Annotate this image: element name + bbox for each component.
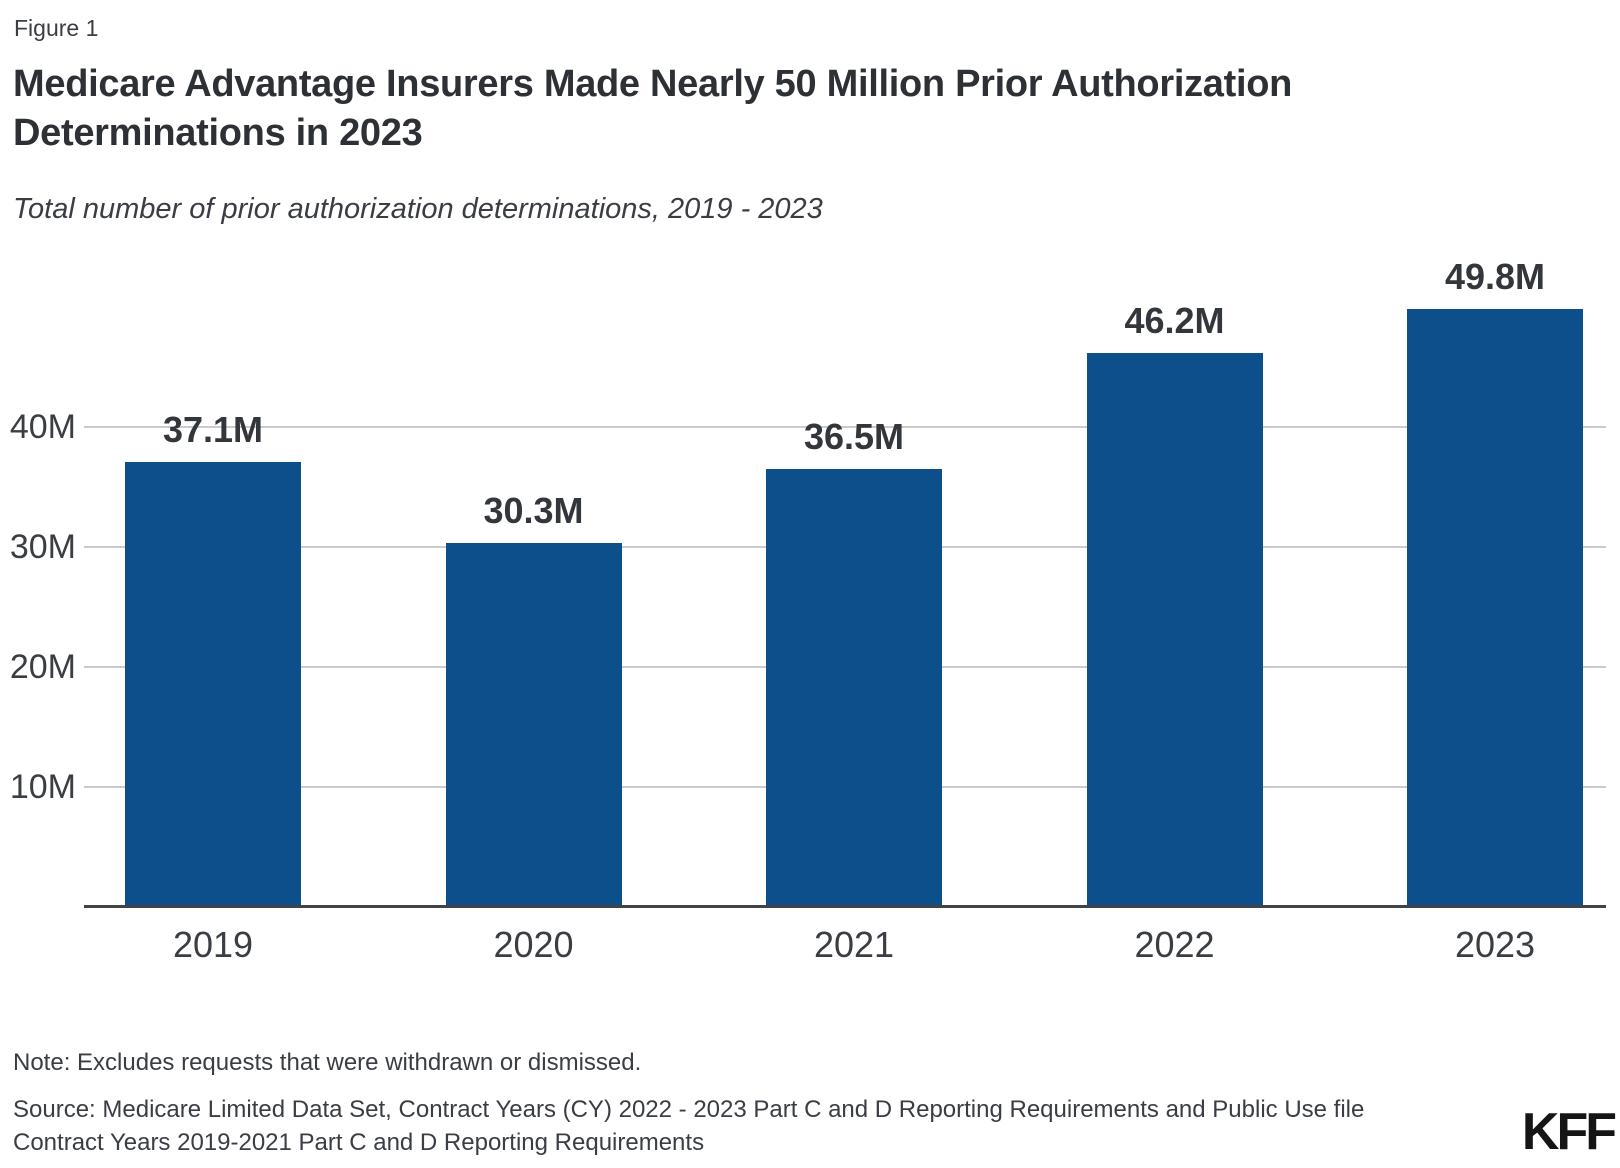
y-axis-label-20m: 20M [9, 648, 76, 686]
bar-2020 [445, 543, 622, 907]
gridline-40m [84, 426, 1606, 428]
chart-title: Medicare Advantage Insurers Made Nearly … [13, 60, 1593, 158]
x-axis-label-2020: 2020 [493, 924, 574, 965]
figure-label: Figure 1 [14, 15, 99, 41]
x-axis-label-2019: 2019 [172, 924, 254, 965]
bar-2021 [766, 469, 942, 907]
y-axis-label-30m: 30M [9, 528, 76, 566]
note-text: Note: Excludes requests that were withdr… [13, 1049, 642, 1076]
value-label-2021: 36.5M [803, 416, 905, 457]
x-axis-line [84, 905, 1606, 908]
kff-logo: KFF [1521, 1103, 1617, 1161]
bar-2023 [1407, 309, 1583, 907]
bar-2019 [125, 461, 301, 907]
chart-subtitle: Total number of prior authorization dete… [13, 193, 823, 225]
bar-2022 [1086, 352, 1263, 907]
value-label-2019: 37.1M [162, 408, 264, 450]
y-axis-label-10m: 10M [9, 768, 76, 806]
source-line-1: Source: Medicare Limited Data Set, Contr… [13, 1096, 1365, 1123]
value-label-2023: 49.8M [1444, 256, 1546, 298]
y-axis-label-40m: 40M [9, 408, 76, 446]
source-line-2: Contract Years 2019-2021 Part C and D Re… [13, 1129, 705, 1156]
x-axis-label-2023: 2023 [1454, 924, 1536, 965]
chart-title-line-1: Medicare Advantage Insurers Made Nearly … [13, 63, 1293, 105]
value-label-2020: 30.3M [483, 490, 584, 532]
source-text: Source: Medicare Limited Data Set, Contr… [13, 1093, 1493, 1159]
value-label-2022: 46.2M [1124, 299, 1225, 341]
x-axis-label-2022: 2022 [1134, 924, 1215, 965]
chart-title-line-2: Determinations in 2023 [13, 112, 423, 154]
x-axis-label-2021: 2021 [813, 924, 895, 965]
